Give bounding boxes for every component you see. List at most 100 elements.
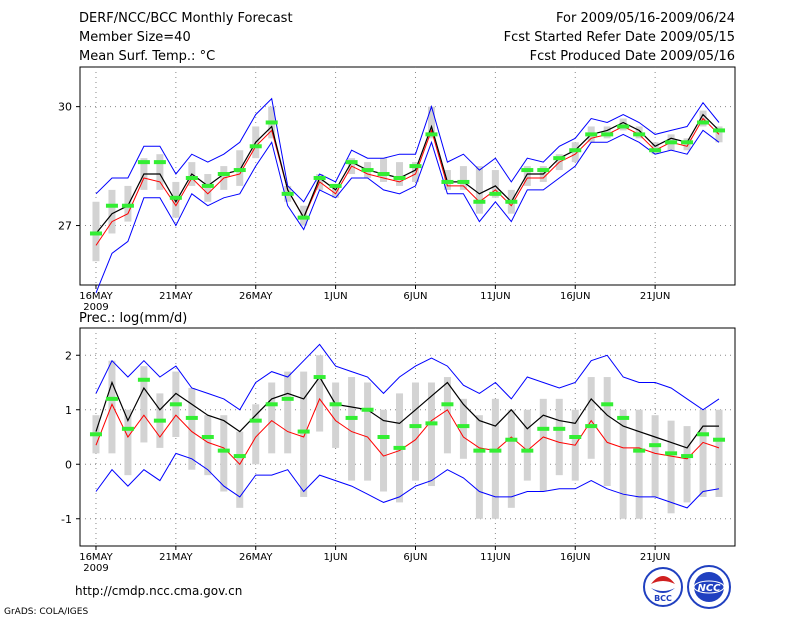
member-mark (665, 451, 678, 456)
member-mark (137, 160, 150, 165)
member-mark (441, 402, 454, 407)
spread-bar (523, 409, 531, 481)
member-mark (105, 396, 118, 401)
fcst-started-date: Fcst Started Refer Date 2009/05/15 (504, 30, 735, 45)
spread-bar (411, 162, 419, 182)
spread-bar (715, 126, 723, 143)
ncc-logo: NCC (687, 565, 731, 609)
member-mark (297, 429, 310, 434)
member-mark (329, 402, 342, 407)
member-mark (665, 140, 678, 145)
member-mark (505, 437, 518, 442)
ncc-logo-orbit (693, 580, 725, 594)
x-tick-label: 21MAY (159, 291, 193, 302)
temperature-panel: 16MAY 21MAY 26MAY 1JUN 6JUN 11JUN 16JUN 21JUN 20… (58, 66, 736, 313)
member-mark (601, 402, 614, 407)
member-mark (713, 128, 726, 133)
x-year-label: 2009 (83, 563, 108, 574)
member-mark (553, 426, 566, 431)
member-mark (377, 172, 390, 177)
member-mark (185, 415, 198, 420)
ncc-logo-text: NCC (697, 583, 721, 594)
chart-title: DERF/NCC/BCC Monthly Forecast (79, 11, 293, 26)
x-year-label: 2009 (83, 302, 108, 313)
bcc-logo-text: BCC (654, 594, 672, 603)
spread-bar (380, 158, 388, 182)
spread-bar (124, 409, 132, 476)
member-mark (345, 160, 358, 165)
member-mark (281, 191, 294, 196)
x-tick-label: 21JUN (640, 552, 670, 563)
y-tick-label: 1 (65, 404, 72, 417)
member-mark (489, 191, 502, 196)
member-mark (265, 120, 278, 125)
member-mark (105, 203, 118, 208)
upper-envelope-line (95, 97, 720, 203)
ensemble-mean-line (95, 113, 720, 234)
member-mark (233, 168, 246, 173)
upper-envelope-line (95, 343, 720, 411)
member-mark (169, 402, 182, 407)
bcc-logo-ring (643, 567, 683, 607)
spread-bar (364, 382, 372, 481)
spread-bar (300, 371, 308, 497)
forecast-period: For 2009/05/16-2009/06/24 (556, 11, 735, 26)
spread-bar (108, 360, 116, 454)
spread-bar (459, 398, 467, 459)
member-mark (617, 415, 630, 420)
ensemble-median-line (95, 117, 720, 246)
spread-bar (523, 166, 531, 186)
x-tick-label: 16MAY (79, 291, 113, 302)
member-mark (617, 124, 630, 129)
spread-bar (332, 382, 340, 448)
spread-bar (539, 398, 547, 492)
member-mark (489, 448, 502, 453)
x-tick-label: 11JUN (480, 291, 510, 302)
member-mark (201, 183, 214, 188)
member-mark (217, 448, 230, 453)
spread-bar (475, 166, 483, 214)
member-mark (393, 445, 406, 450)
member-mark (569, 148, 582, 153)
lower-envelope-line (95, 129, 720, 294)
member-mark (121, 426, 134, 431)
spread-bar (284, 371, 292, 454)
member-mark (361, 407, 374, 412)
member-mark (585, 424, 598, 429)
spread-bar (507, 409, 515, 508)
spread-bar (108, 189, 116, 234)
member-mark (185, 175, 198, 180)
member-mark (521, 168, 534, 173)
member-mark (169, 195, 182, 200)
y-tick-label: 30 (58, 101, 72, 114)
member-mark (585, 132, 598, 137)
member-mark (313, 175, 326, 180)
member-mark (553, 156, 566, 161)
spread-bar (332, 185, 340, 198)
spread-bar (443, 377, 451, 454)
spread-bar (188, 387, 196, 470)
member-mark (697, 120, 710, 125)
x-tick-label: 1JUN (324, 552, 348, 563)
spread-bar (667, 420, 675, 514)
x-tick-label: 16JUN (560, 552, 590, 563)
ensemble-median-line (95, 397, 720, 466)
member-mark (537, 168, 550, 173)
member-mark (345, 415, 358, 420)
precipitation-panel: 16MAY 21MAY 26MAY 1JUN 6JUN 11JUN 16JUN 21JUN20… (61, 327, 736, 574)
member-mark (297, 215, 310, 220)
spread-bar (587, 377, 595, 459)
x-tick-label: 6JUN (403, 552, 427, 563)
member-mark (473, 448, 486, 453)
x-tick-label: 6JUN (403, 291, 427, 302)
member-mark (329, 183, 342, 188)
member-mark (249, 144, 262, 149)
spread-bar (715, 409, 723, 497)
precipitation-member-marks (89, 375, 726, 459)
bcc-logo-swirl-blue (651, 588, 675, 593)
y-tick-label: -1 (61, 513, 72, 526)
bcc-logo-swirl-red (651, 576, 675, 584)
member-mark (137, 377, 150, 382)
panel1-variable: Mean Surf. Temp.: °C (79, 49, 215, 64)
spread-bar (396, 162, 404, 186)
